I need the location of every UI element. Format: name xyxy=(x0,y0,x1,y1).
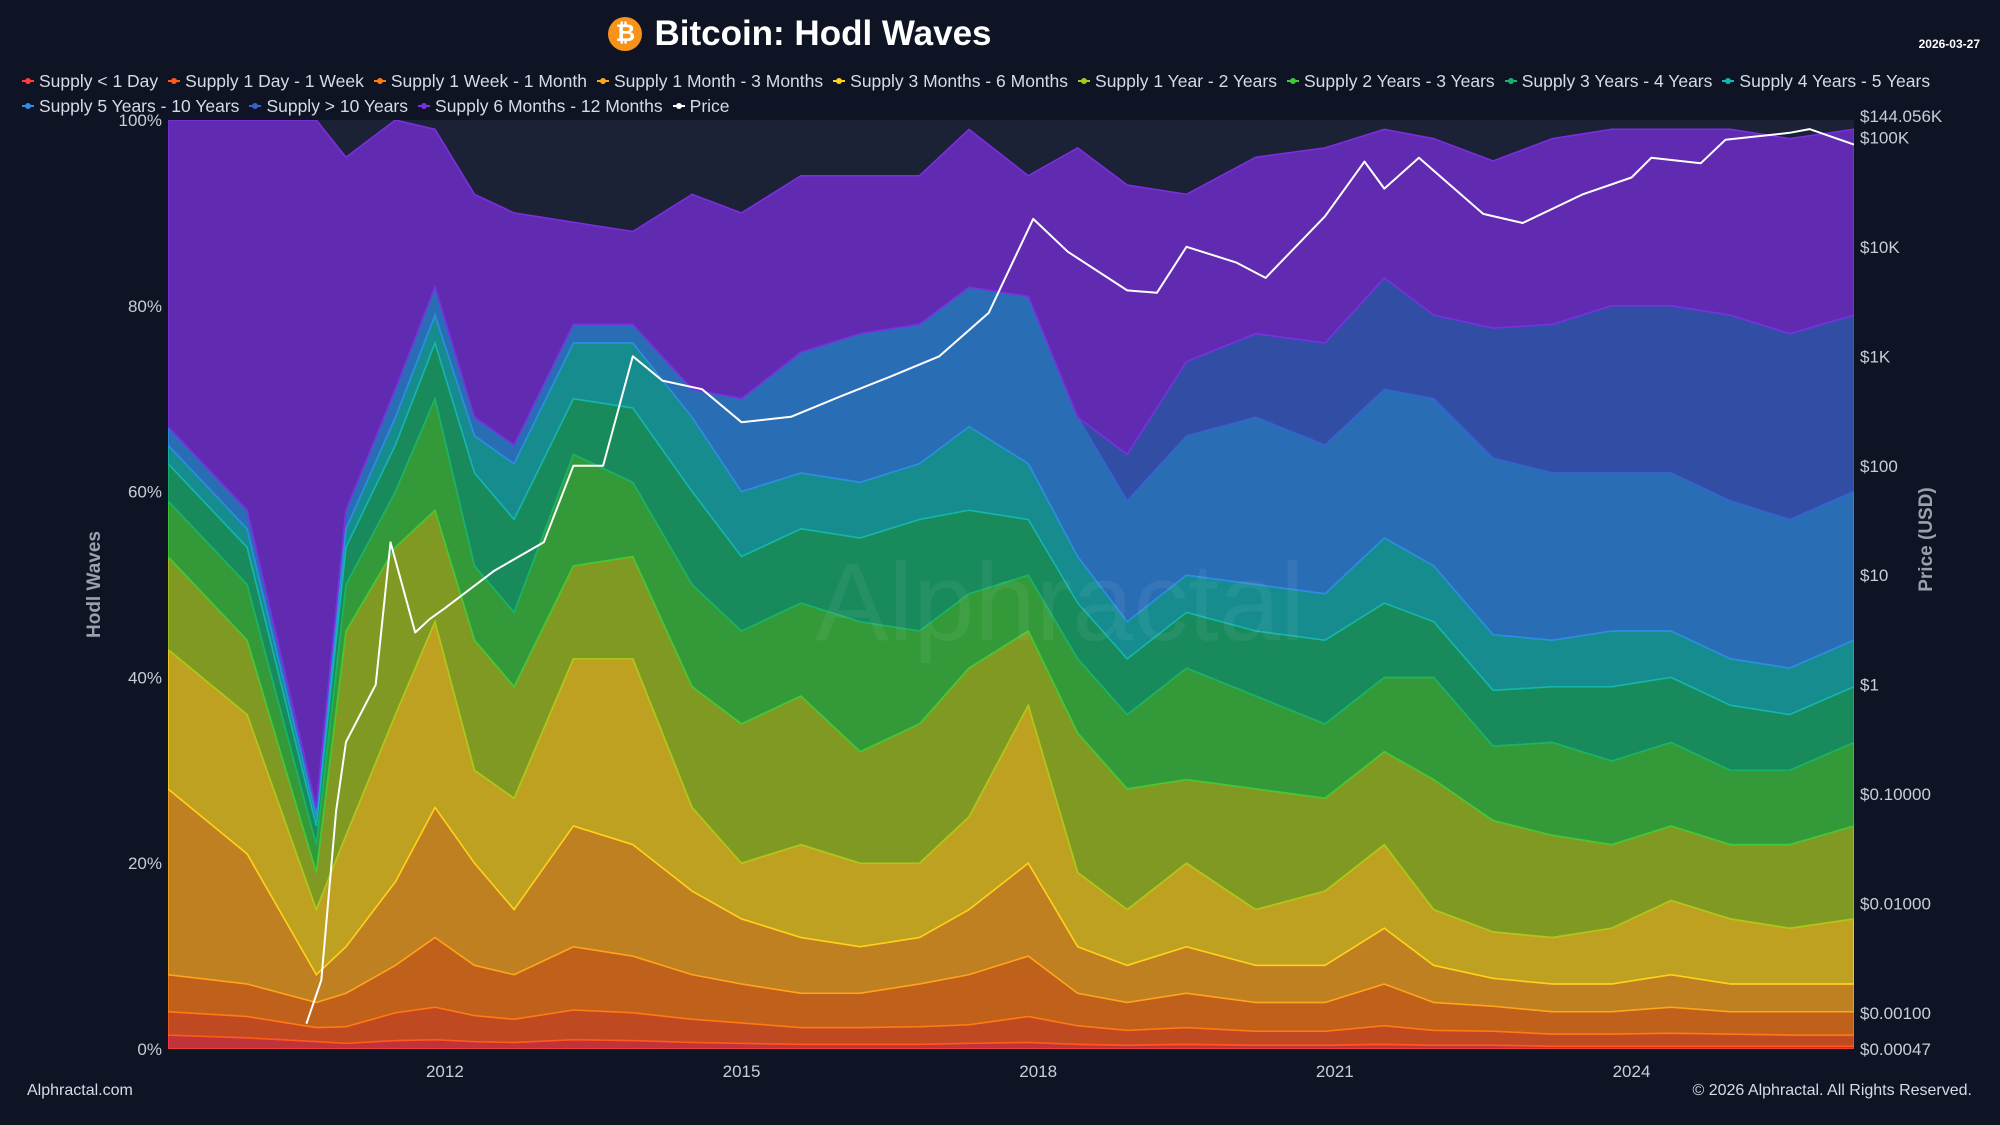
x-tick-label: 2012 xyxy=(426,1062,464,1081)
y2-tick-label: $144.056K xyxy=(1860,107,1943,126)
y2-tick-label: $100K xyxy=(1860,128,1910,147)
legend-label: Supply < 1 Day xyxy=(39,71,159,91)
legend-item-supply-1-day[interactable]: Supply < 1 Day xyxy=(22,69,158,93)
y2-axis-title: Price (USD) xyxy=(1916,487,1937,592)
footer-site: Alphractal.com xyxy=(27,1082,133,1099)
legend-item-supply-10-years[interactable]: Supply > 10 Years xyxy=(249,94,408,118)
legend-item-price[interactable]: Price xyxy=(672,94,730,118)
chart-legend: Supply < 1 Day Supply 1 Day - 1 Week Suppl… xyxy=(22,68,1982,118)
x-tick-label: 2018 xyxy=(1019,1062,1057,1081)
y2-tick-label: $0.10000 xyxy=(1860,785,1931,804)
legend-item-supply-2-years-3-years[interactable]: Supply 2 Years - 3 Years xyxy=(1286,69,1495,93)
legend-marker xyxy=(1078,76,1091,86)
legend-item-supply-1-year-2-years[interactable]: Supply 1 Year - 2 Years xyxy=(1078,69,1277,93)
y-tick-label: 100% xyxy=(119,111,162,130)
report-date: 2026-03-27 xyxy=(1918,37,1980,51)
legend-marker xyxy=(1286,76,1299,86)
legend-marker xyxy=(168,76,181,86)
watermark: Alphractal xyxy=(815,541,1304,664)
legend-marker xyxy=(672,101,685,111)
y2-tick-label: $1 xyxy=(1860,676,1879,695)
legend-label: Supply > 10 Years xyxy=(266,96,409,116)
x-tick-label: 2021 xyxy=(1316,1062,1354,1081)
y-tick-label: 0% xyxy=(137,1040,162,1059)
legend-label: Supply 1 Year - 2 Years xyxy=(1095,71,1277,91)
y2-tick-label: $0.00100 xyxy=(1860,1004,1931,1023)
y2-tick-label: $10K xyxy=(1860,238,1900,257)
x-tick-label: 2015 xyxy=(723,1062,761,1081)
legend-marker xyxy=(373,76,386,86)
price-line[interactable] xyxy=(305,128,1854,1025)
legend-item-supply-1-month-3-months[interactable]: Supply 1 Month - 3 Months xyxy=(597,69,823,93)
legend-label: Supply 1 Month - 3 Months xyxy=(614,71,824,91)
legend-item-supply-3-months-6-months[interactable]: Supply 3 Months - 6 Months xyxy=(833,69,1068,93)
legend-label: Supply 4 Years - 5 Years xyxy=(1739,71,1931,91)
page-title: ₿ Bitcoin: Hodl Waves xyxy=(608,14,992,54)
legend-marker xyxy=(22,101,34,111)
x-tick-label: 2024 xyxy=(1613,1062,1651,1081)
legend-label: Supply 5 Years - 10 Years xyxy=(39,96,240,116)
y-tick-label: 80% xyxy=(128,297,162,316)
y-tick-label: 20% xyxy=(128,854,162,873)
y-tick-label: 40% xyxy=(128,668,162,687)
legend-marker xyxy=(833,76,846,86)
bitcoin-icon: ₿ xyxy=(608,17,643,51)
legend-label: Supply 1 Day - 1 Week xyxy=(185,71,364,91)
legend-label: Supply 3 Months - 6 Months xyxy=(850,71,1069,91)
legend-marker xyxy=(418,101,431,111)
legend-marker xyxy=(597,76,609,86)
legend-item-supply-1-week-1-month[interactable]: Supply 1 Week - 1 Month xyxy=(373,69,587,93)
legend-item-supply-3-years-4-years[interactable]: Supply 3 Years - 4 Years xyxy=(1504,69,1713,93)
legend-item-supply-5-years-10-years[interactable]: Supply 5 Years - 10 Years xyxy=(22,94,239,118)
legend-marker xyxy=(249,101,262,111)
y2-tick-label: $0.01000 xyxy=(1860,895,1931,914)
legend-item-supply-4-years-5-years[interactable]: Supply 4 Years - 5 Years xyxy=(1722,69,1930,93)
y-tick-label: 60% xyxy=(128,483,162,502)
legend-label: Supply 6 Months - 12 Months xyxy=(435,96,663,116)
legend-label: Supply 3 Years - 4 Years xyxy=(1521,71,1713,91)
title-wrap: ₿ Bitcoin: Hodl Waves xyxy=(0,14,1600,54)
y2-tick-label: $10 xyxy=(1860,566,1888,585)
legend-marker xyxy=(22,76,34,86)
y-axis-title: Hodl Waves xyxy=(84,531,105,638)
y2-tick-label: $1K xyxy=(1860,347,1891,366)
y2-tick-label: $100 xyxy=(1860,457,1898,476)
page-title-text: Bitcoin: Hodl Waves xyxy=(654,14,992,53)
legend-label: Price xyxy=(689,96,730,116)
area-supply-6-months-12-months[interactable] xyxy=(168,120,1854,808)
legend-marker xyxy=(1722,76,1735,86)
footer-copyright: © 2026 Alphractal. All Rights Reserved. xyxy=(1692,1082,1973,1099)
legend-marker xyxy=(1504,76,1517,86)
y2-tick-label: $0.00047 xyxy=(1860,1040,1931,1059)
legend-label: Supply 1 Week - 1 Month xyxy=(390,71,587,91)
legend-item-supply-6-months-12-months[interactable]: Supply 6 Months - 12 Months xyxy=(418,94,663,118)
legend-item-supply-1-day-1-week[interactable]: Supply 1 Day - 1 Week xyxy=(168,69,364,93)
legend-label: Supply 2 Years - 3 Years xyxy=(1303,71,1495,91)
